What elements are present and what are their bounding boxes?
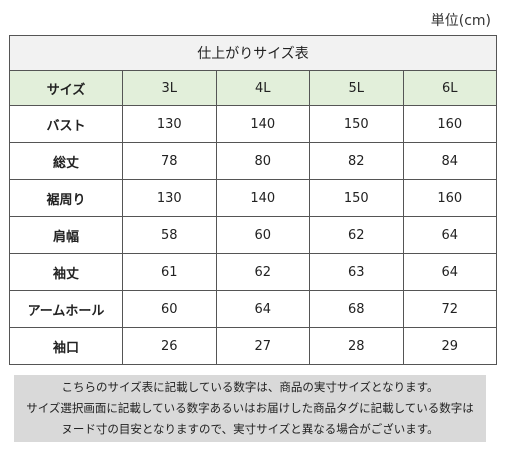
table-row: 総丈 78 80 82 84 (9, 142, 498, 180)
table-cell: 64 (402, 216, 498, 254)
table-cell: 60 (122, 290, 217, 328)
table-cell: 63 (309, 253, 404, 291)
table-cell: 60 (215, 216, 310, 254)
table-cell: 64 (402, 253, 498, 291)
table-cell: 160 (402, 179, 498, 217)
row-label: 総丈 (9, 142, 123, 180)
table-cell: 62 (215, 253, 310, 291)
table-cell: 78 (122, 142, 217, 180)
table-cell: 27 (215, 327, 310, 365)
table-cell: 80 (215, 142, 310, 180)
table-cell: 140 (215, 105, 310, 143)
table-row: 裾周り 130 140 150 160 (9, 179, 498, 217)
table-cell: 72 (402, 290, 498, 328)
table-cell: 58 (122, 216, 217, 254)
table-title: 仕上がりサイズ表 (8, 35, 498, 71)
table-cell: 64 (215, 290, 310, 328)
table-row: アームホール 60 64 68 72 (9, 290, 498, 328)
table-row: バスト 130 140 150 160 (9, 105, 498, 143)
row-label: 肩幅 (9, 216, 123, 254)
table-row: 袖口 26 27 28 29 (9, 327, 498, 365)
table-cell: 140 (215, 179, 310, 217)
table-cell: 160 (402, 105, 498, 143)
note-line: ヌード寸の目安となりますので、実寸サイズと異なる場合がございます。 (61, 422, 439, 436)
table-cell: 84 (402, 142, 498, 180)
size-note: こちらのサイズ表に記載している数字は、商品の実寸サイズとなります。 サイズ選択画… (14, 375, 486, 442)
header-size-6l: 6L (402, 70, 498, 106)
row-label: バスト (9, 105, 123, 143)
table-title-row: 仕上がりサイズ表 (8, 35, 498, 71)
header-size-5l: 5L (309, 70, 404, 106)
table-cell: 62 (309, 216, 404, 254)
table-cell: 150 (309, 179, 404, 217)
table-cell: 82 (309, 142, 404, 180)
header-size-4l: 4L (215, 70, 310, 106)
row-label: 裾周り (9, 179, 123, 217)
table-cell: 130 (122, 105, 217, 143)
table-header-row: サイズ 3L 4L 5L 6L (9, 70, 498, 106)
row-label: アームホール (9, 290, 123, 328)
table-cell: 150 (309, 105, 404, 143)
table-cell: 28 (309, 327, 404, 365)
size-table: 仕上がりサイズ表 サイズ 3L 4L 5L 6L バスト 130 140 150… (8, 35, 498, 365)
table-cell: 29 (402, 327, 498, 365)
row-label: 袖口 (9, 327, 123, 365)
unit-label: 単位(cm) (430, 13, 491, 29)
note-line: サイズ選択画面に記載している数字あるいはお届けした商品タグに記載している数字は (26, 401, 474, 415)
table-row: 袖丈 61 62 63 64 (9, 253, 498, 291)
row-label: 袖丈 (9, 253, 123, 291)
table-cell: 130 (122, 179, 217, 217)
table-cell: 26 (122, 327, 217, 365)
header-label: サイズ (9, 70, 123, 106)
table-cell: 61 (122, 253, 217, 291)
table-cell: 68 (309, 290, 404, 328)
note-line: こちらのサイズ表に記載している数字は、商品の実寸サイズとなります。 (61, 380, 439, 394)
table-row: 肩幅 58 60 62 64 (9, 216, 498, 254)
header-size-3l: 3L (122, 70, 217, 106)
